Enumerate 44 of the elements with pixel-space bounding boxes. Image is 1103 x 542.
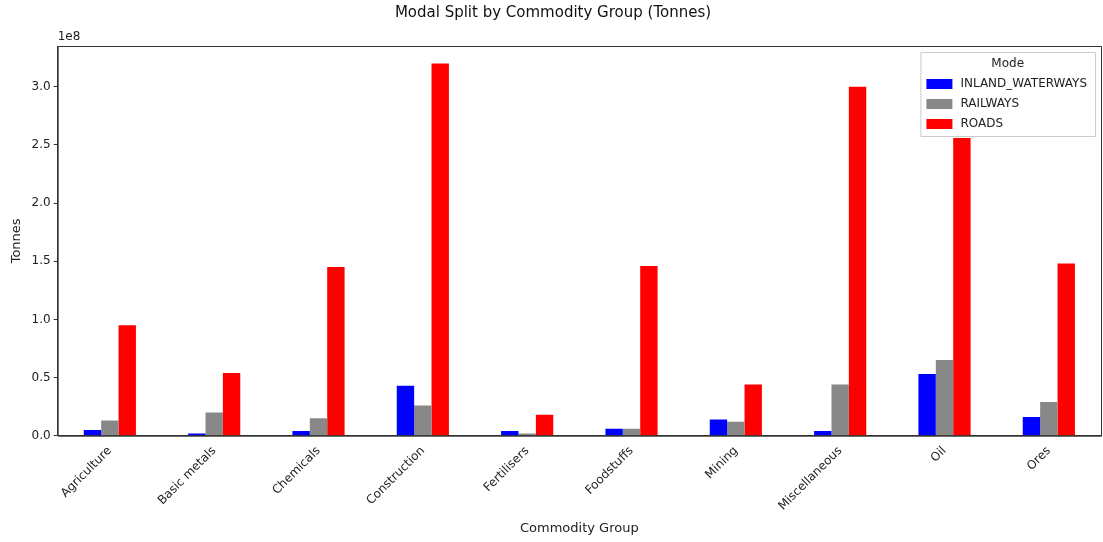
y-tick-label: 2.5 xyxy=(31,137,51,152)
legend-title: Mode xyxy=(991,56,1025,71)
bar xyxy=(744,384,762,436)
bar xyxy=(640,265,658,436)
bar xyxy=(709,419,728,436)
bar xyxy=(1040,401,1058,436)
bar xyxy=(622,428,641,436)
bar xyxy=(101,420,119,436)
legend-label: ROADS xyxy=(960,116,1004,131)
bar xyxy=(831,384,849,436)
bar xyxy=(83,429,102,436)
x-axis-title: Commodity Group xyxy=(520,519,639,535)
bar xyxy=(814,431,832,436)
bar xyxy=(205,412,223,436)
bar xyxy=(309,418,328,436)
bar xyxy=(431,63,449,436)
bar xyxy=(292,431,310,436)
bar xyxy=(535,414,554,436)
chart-title: Modal Split by Commodity Group (Tonnes) xyxy=(394,2,712,21)
y-tick-label: 0.5 xyxy=(31,369,51,384)
bar xyxy=(605,428,623,436)
y-tick-label: 0.0 xyxy=(31,427,51,442)
bar xyxy=(918,374,936,436)
bar xyxy=(414,405,432,436)
bar xyxy=(1022,417,1041,436)
y-tick-label: 1.5 xyxy=(31,253,51,268)
y-tick-label: 2.0 xyxy=(31,195,51,210)
y-tick-label: 1.0 xyxy=(31,311,51,326)
legend-label: INLAND_WATERWAYS xyxy=(960,76,1088,91)
bar xyxy=(953,137,971,436)
bar xyxy=(727,421,745,436)
x-tick-label: Oil xyxy=(927,443,949,465)
bar xyxy=(396,385,415,436)
bar xyxy=(935,360,954,436)
y-tick-label: 3.0 xyxy=(31,78,51,93)
legend-label: RAILWAYS xyxy=(960,96,1020,111)
y-axis-title: Tonnes xyxy=(8,218,24,265)
text: 1e8 xyxy=(57,29,81,44)
bar xyxy=(118,325,136,436)
bar xyxy=(848,86,867,436)
bar xyxy=(501,431,519,436)
bar xyxy=(222,372,241,436)
bar xyxy=(327,267,345,436)
bar xyxy=(1057,263,1075,436)
